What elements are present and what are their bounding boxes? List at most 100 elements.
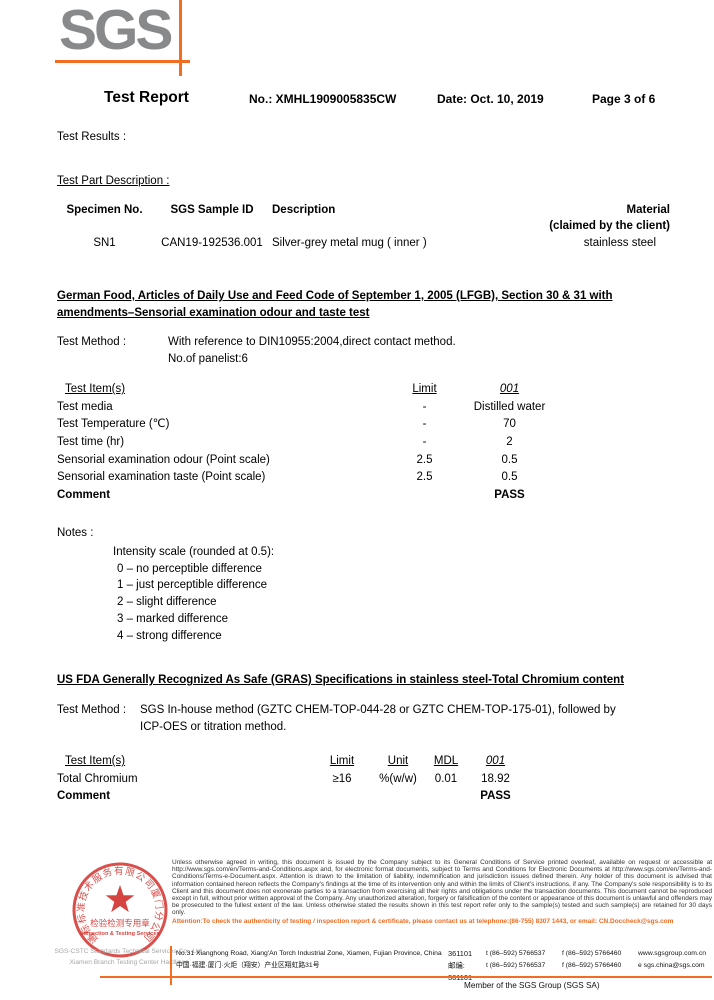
row-value: 70 (503, 418, 516, 431)
fda-heading-text: US FDA Generally Recognized As Safe (GRA… (57, 674, 625, 686)
notes-item: 1 – just perceptible difference (117, 579, 268, 592)
row-item: Test Temperature (℃) (57, 418, 170, 431)
row-limit: - (422, 418, 427, 431)
fax-number: f (86–592) 5766460 (562, 962, 622, 969)
material-col-header-line1: Material (626, 204, 670, 216)
logo-crosshair-vertical (179, 0, 182, 76)
stamp-inner-cn: 检验检测专用章 (90, 918, 150, 928)
postal-code-en: 361101 (448, 949, 473, 958)
address-cn: 中国·福建·厦门·火炬（翔安）产业区翔虹路31号 (176, 962, 320, 969)
chromium-table-header: Test Item(s) Limit Unit MDL 001 (57, 753, 523, 771)
lfgb-test-method-line2: No.of panelist:6 (168, 353, 248, 365)
address-en: No.31 Xianghong Road, Xiang'An Torch Ind… (176, 950, 442, 957)
footer-legal-block: Unless otherwise agreed in writing, this… (172, 859, 712, 925)
inspection-stamp: 通标标准技术服务有限公司厦门分公司 检验检测专用章 Inspection & T… (72, 862, 168, 958)
phone-number: t (86–592) 5766537 (486, 962, 546, 969)
specimen-col-header: Specimen No. (66, 204, 143, 216)
chromium-comment-row: Comment PASS (57, 788, 523, 806)
sensorial-table: Test Item(s) Limit 001 Test media - Dist… (57, 381, 557, 505)
sensorial-col-item: Test Item(s) (65, 383, 126, 395)
footer-bottom-line (100, 976, 712, 978)
chromium-table: Test Item(s) Limit Unit MDL 001 Total Ch… (57, 753, 523, 806)
address-row-en: No.31 Xianghong Road, Xiang'An Torch Ind… (176, 948, 712, 960)
row-limit: - (422, 436, 427, 449)
notes-label: Notes : (57, 527, 94, 539)
fax-number: f (86–592) 5766460 (562, 950, 622, 957)
legal-text: Unless otherwise agreed in writing, this… (172, 859, 712, 917)
row-item: Test media (57, 400, 113, 413)
row-value: 2 (506, 436, 513, 449)
table-row: Test Temperature (℃) - 70 (57, 416, 557, 434)
sensorial-table-header: Test Item(s) Limit 001 (57, 381, 557, 399)
sensorial-col-limit: Limit (412, 383, 437, 395)
stamp-inner-en: Inspection & Testing Services (80, 931, 159, 937)
sensorial-col-001: 001 (499, 383, 520, 395)
description-value: Silver-grey metal mug ( inner ) (272, 237, 427, 249)
row-value: 18.92 (481, 772, 510, 785)
lfgb-test-method-label: Test Method : (57, 336, 127, 348)
website-url: www.sgsgroup.com.cn (638, 950, 706, 957)
phone-number: t (86–592) 5766537 (486, 950, 546, 957)
stamp-star-icon (105, 885, 135, 913)
fda-test-method-label: Test Method : (57, 704, 127, 716)
sgs-logo: SGS (59, 0, 173, 62)
table-row: Test media - Distilled water (57, 399, 557, 417)
notes-item: 4 – strong difference (117, 629, 222, 642)
comment-label: Comment (57, 489, 111, 502)
lfgb-heading-line1: German Food, Articles of Daily Use and F… (57, 290, 613, 302)
notes-block: Intensity scale (rounded at 0.5): 0 – no… (113, 544, 274, 644)
notes-item: 3 – marked difference (117, 612, 229, 625)
chromium-col-limit: Limit (329, 755, 355, 767)
stamp-circle (72, 862, 168, 958)
row-limit: - (422, 400, 427, 413)
branch-company-line1: SGS-CSTC Standards Technical Services Co… (54, 948, 204, 955)
logo-crosshair-horizontal (55, 60, 190, 63)
row-item: Sensorial examination odour (Point scale… (57, 453, 270, 466)
row-limit: 2.5 (416, 471, 433, 484)
notes-item: 2 – slight difference (117, 596, 217, 609)
table-row: Test time (hr) - 2 (57, 434, 557, 452)
comment-label: Comment (57, 790, 111, 803)
row-item: Sensorial examination taste (Point scale… (57, 471, 266, 484)
chromium-col-item: Test Item(s) (65, 755, 126, 767)
address-divider-line (170, 946, 172, 985)
fda-test-method-line2: ICP-OES or titration method. (140, 721, 287, 733)
member-text: Member of the SGS Group (SGS SA) (464, 981, 600, 990)
chromium-col-unit: Unit (387, 755, 409, 767)
row-mdl: 0.01 (434, 772, 458, 785)
branch-company-line2: Xiamen Branch Testing Center Hardlines (69, 959, 189, 966)
lfgb-test-method-line1: With reference to DIN10955:2004,direct c… (168, 336, 456, 348)
fda-section-heading: US FDA Generally Recognized As Safe (GRA… (57, 672, 677, 689)
row-item: Total Chromium (57, 772, 138, 785)
table-row: Sensorial examination taste (Point scale… (57, 469, 557, 487)
table-row: Sensorial examination odour (Point scale… (57, 452, 557, 470)
lfgb-section-heading: German Food, Articles of Daily Use and F… (57, 288, 670, 322)
row-limit: 2.5 (416, 453, 433, 466)
chromium-col-001: 001 (485, 755, 506, 767)
report-number: No.: XMHL1909005835CW (249, 92, 397, 106)
page-indicator: Page 3 of 6 (592, 92, 656, 106)
row-unit: %(w/w) (379, 772, 417, 785)
material-col-header-line2: (claimed by the client) (549, 219, 670, 232)
sample-id-col-header: SGS Sample ID (170, 204, 254, 216)
material-value: stainless steel (583, 237, 656, 249)
material-col-header: Material (claimed by the client) (500, 203, 670, 234)
lfgb-heading-line2: amendments–Sensorial examination odour a… (57, 307, 370, 319)
comment-value: PASS (494, 489, 525, 502)
row-value: 0.5 (501, 471, 518, 484)
email-address: e sgs.china@sgs.com (638, 962, 705, 969)
row-limit: ≥16 (332, 772, 352, 785)
specimen-no-value: SN1 (93, 237, 116, 249)
attention-text: Attention:To check the authenticity of t… (172, 917, 674, 925)
notes-item: 0 – no perceptible difference (117, 562, 262, 575)
branch-company-name: SGS-CSTC Standards Technical Services Co… (45, 946, 213, 968)
notes-intro: Intensity scale (rounded at 0.5): (113, 546, 275, 558)
row-item: Test time (hr) (57, 436, 125, 449)
test-part-description-heading: Test Part Description : (57, 175, 170, 187)
row-value: 0.5 (501, 453, 518, 466)
address-row-cn: 中国·福建·厦门·火炬（翔安）产业区翔虹路31号 邮编: 361101 t (8… (176, 960, 712, 984)
table-row: Total Chromium ≥16 %(w/w) 0.01 18.92 (57, 771, 523, 789)
fda-test-method-line1: SGS In-house method (GZTC CHEM-TOP-044-2… (140, 704, 616, 716)
sample-id-value: CAN19-192536.001 (161, 237, 263, 249)
